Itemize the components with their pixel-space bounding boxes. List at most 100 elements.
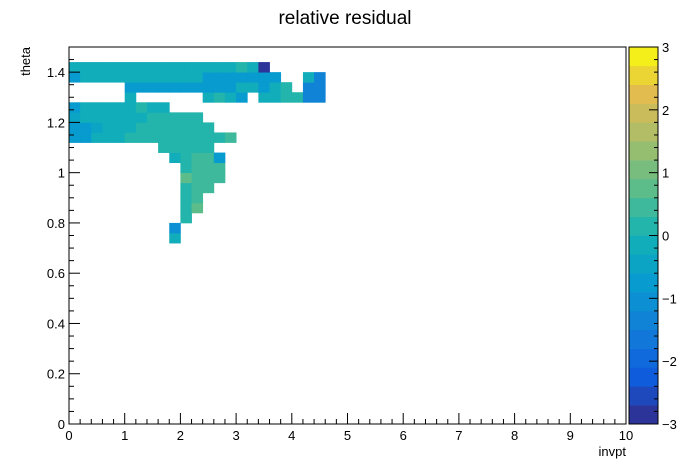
heatmap-cell	[269, 72, 282, 83]
heatmap-cell	[102, 72, 114, 83]
heatmap-cell	[202, 182, 215, 194]
x-tick-label: 10	[619, 428, 633, 443]
heatmap-cell	[191, 122, 204, 133]
color-scale-segment	[629, 122, 658, 142]
x-tick-label: 8	[511, 428, 518, 443]
heatmap-cell	[124, 112, 137, 123]
heatmap-cell	[191, 82, 204, 93]
z-tick-label: −3	[662, 417, 677, 432]
heatmap-cell	[258, 82, 270, 93]
heatmap-cell	[135, 82, 148, 93]
heatmap-cell	[124, 122, 137, 133]
heatmap-cell	[113, 102, 126, 113]
heatmap-cell	[258, 62, 270, 73]
y-tick-label: 0.4	[47, 316, 65, 331]
heatmap-cell	[180, 132, 192, 143]
heatmap-cell	[113, 132, 126, 143]
x-tick-label: 1	[121, 428, 128, 443]
heatmap-cell	[202, 152, 215, 164]
heatmap-cell	[158, 142, 170, 153]
x-tick-label: 6	[400, 428, 407, 443]
heatmap-cell	[269, 82, 282, 93]
heatmap-cell	[113, 72, 126, 83]
heatmap-cell	[314, 92, 326, 103]
z-tick-label: −2	[662, 354, 677, 369]
heatmap-cell	[180, 202, 192, 214]
x-tick-label: 3	[232, 428, 239, 443]
heatmap-cell	[213, 62, 226, 73]
heatmap-cell	[191, 142, 204, 153]
z-tick-label: −1	[662, 291, 677, 306]
heatmap-cell	[146, 112, 159, 123]
heatmap-cell	[202, 62, 215, 73]
heatmap-cell	[158, 62, 170, 73]
heatmap-cell	[236, 72, 248, 83]
heatmap-cell	[102, 102, 114, 113]
color-scale-segment	[629, 367, 658, 387]
y-tick-label: 1.2	[47, 115, 65, 130]
heatmap-cell	[213, 82, 226, 93]
x-tick-label: 4	[288, 428, 295, 443]
heatmap-cell	[202, 72, 215, 83]
heatmap-cell	[314, 82, 326, 93]
heatmap-cell	[135, 122, 148, 133]
color-scale	[628, 46, 659, 425]
heatmap-cell	[180, 82, 192, 93]
heatmap-cell	[280, 82, 293, 93]
color-scale-segment	[629, 141, 658, 161]
color-scale-axis: −3 −2 −1 0 1 2 3	[649, 40, 677, 432]
color-scale-segment	[629, 235, 658, 255]
heatmap-cell	[135, 102, 148, 113]
heatmap-cell	[180, 192, 192, 204]
heatmap-cell	[191, 152, 204, 164]
heatmap-cell	[146, 132, 159, 143]
heatmap-cell	[158, 72, 170, 83]
heatmap-cell	[302, 92, 315, 103]
heatmap-cell	[180, 122, 192, 133]
heatmap-cell	[191, 162, 204, 174]
x-tick-label: 2	[177, 428, 184, 443]
heatmap-cell	[69, 122, 81, 133]
heatmap-cell	[124, 62, 137, 73]
heatmap-cell	[69, 102, 81, 113]
heatmap-cell	[258, 72, 270, 83]
heatmap-cell	[80, 62, 92, 73]
heatmap-cell	[213, 152, 226, 164]
heatmap-cell	[191, 202, 204, 214]
heatmap-cell	[113, 122, 126, 133]
heatmap-cell	[247, 62, 259, 73]
heatmap-cell	[91, 62, 103, 73]
color-scale-segment	[629, 160, 658, 180]
color-scale-segment	[629, 65, 658, 85]
heatmap-cell	[236, 62, 248, 73]
heatmap-cell	[180, 172, 192, 184]
heatmap-cell	[191, 132, 204, 143]
heatmap-cell	[191, 172, 204, 184]
heatmap-cell	[247, 82, 259, 93]
heatmap-cell	[80, 112, 92, 123]
heatmap-cell	[224, 72, 237, 83]
heatmap-cell	[180, 162, 192, 174]
heatmap-cell	[169, 142, 181, 153]
heatmap-cell	[191, 62, 204, 73]
z-tick-label: 3	[662, 40, 669, 55]
heatmap-cell	[135, 132, 148, 143]
heatmap-cell	[180, 62, 192, 73]
heatmap-cell	[191, 182, 204, 194]
heatmap-cell	[135, 112, 148, 123]
x-tick-label: 5	[344, 428, 351, 443]
heatmap-cell	[302, 72, 315, 83]
heatmap-cell	[213, 92, 226, 103]
heatmap-cell	[146, 122, 159, 133]
heatmap-cell	[146, 82, 159, 93]
heatmap-cell	[202, 172, 215, 184]
heatmap-cell	[113, 112, 126, 123]
heatmap-cell	[91, 102, 103, 113]
heatmap-cell	[224, 62, 237, 73]
heatmap-cell	[180, 152, 192, 164]
z-tick-label: 1	[662, 166, 669, 181]
heatmap-cell	[169, 62, 181, 73]
heatmap-cell	[213, 162, 226, 174]
heatmap-cell	[213, 72, 226, 83]
